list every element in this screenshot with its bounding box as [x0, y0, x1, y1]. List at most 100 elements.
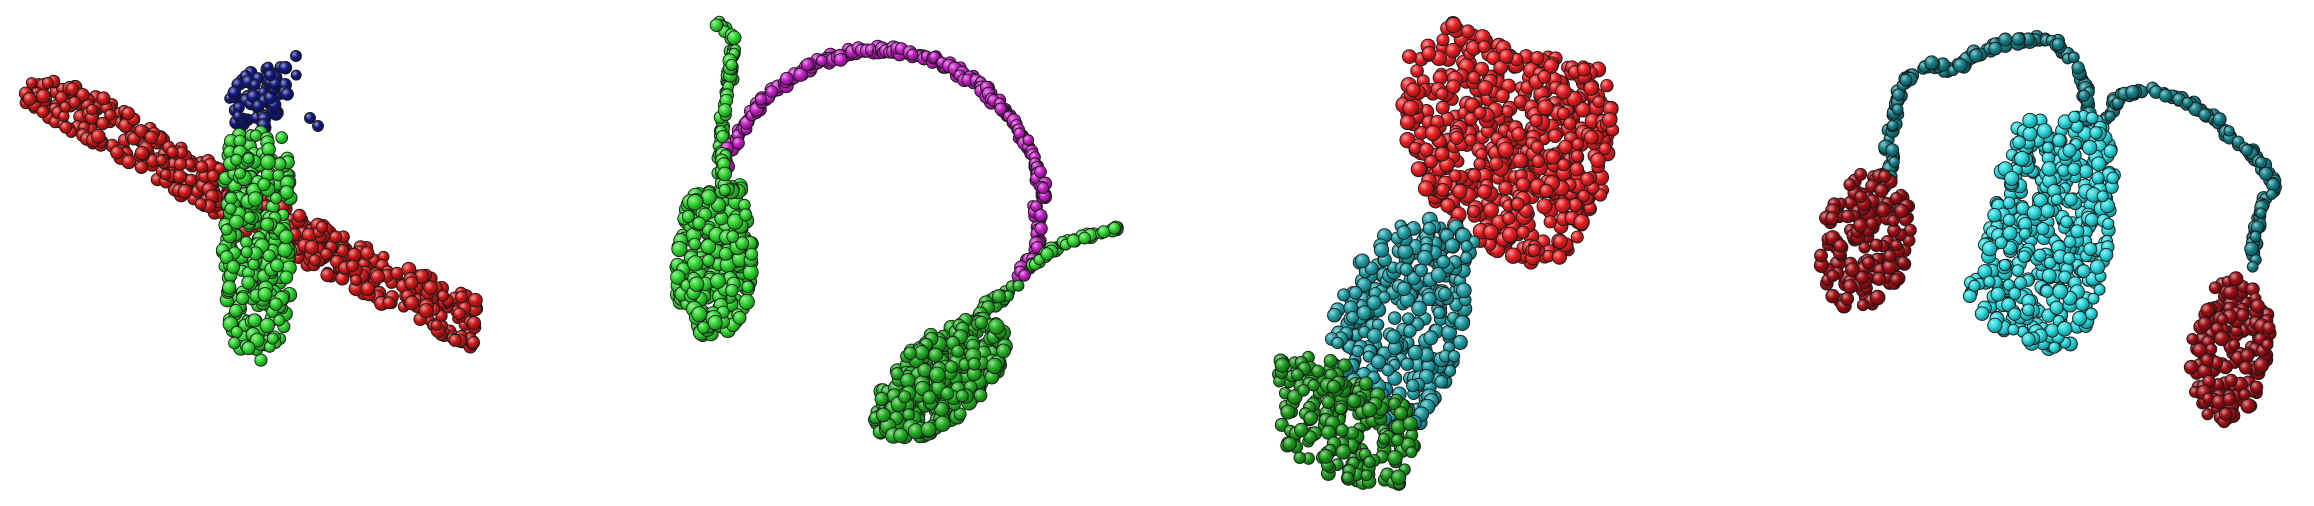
earpiece-point — [2240, 398, 2257, 414]
headband-point — [765, 85, 778, 99]
earpiece-point — [2186, 332, 2199, 346]
connector-point — [2103, 144, 2118, 159]
earcup-point — [710, 273, 726, 289]
body-point — [260, 217, 275, 232]
shade-point — [1473, 106, 1487, 120]
wing-point — [430, 319, 443, 331]
cord-point — [2255, 156, 2268, 169]
shade-point — [1557, 158, 1571, 172]
earpiece-point — [1890, 239, 1903, 252]
earpiece-point — [2200, 302, 2216, 318]
earpiece-point — [1854, 167, 1868, 181]
body-point — [273, 314, 286, 327]
earpiece-point — [1869, 289, 1886, 306]
base-point — [1361, 401, 1378, 418]
earcup-point — [681, 210, 695, 223]
body-point — [235, 291, 250, 306]
earpiece-point — [1845, 262, 1860, 277]
tube-point — [1366, 328, 1383, 344]
wing-point — [448, 333, 462, 347]
wing-point — [22, 91, 37, 107]
connector-point — [2060, 215, 2073, 229]
earpiece-point — [2222, 392, 2237, 406]
tail-point — [304, 112, 316, 124]
base-point — [1274, 357, 1290, 373]
shade-point — [1512, 152, 1529, 169]
tube-point — [1455, 282, 1472, 299]
shade-point — [1551, 249, 1567, 265]
earcup-point — [967, 357, 981, 371]
connector-point — [2075, 297, 2090, 312]
base-point — [1387, 450, 1403, 466]
wing-point — [320, 247, 333, 261]
earcup-point — [726, 230, 740, 243]
tube-point — [1387, 311, 1402, 325]
earpiece-point — [1865, 217, 1878, 230]
shade-point — [1563, 116, 1577, 131]
base-point — [1388, 397, 1401, 411]
body-point — [241, 275, 256, 290]
tail-point — [249, 79, 261, 91]
earpiece-point — [1894, 203, 1910, 219]
connector-point — [1983, 275, 1996, 288]
body-point — [228, 336, 241, 350]
earcup-point — [940, 386, 955, 401]
body-point — [229, 214, 244, 230]
earpiece-point — [2223, 284, 2239, 300]
wing-point — [35, 88, 51, 104]
wing-point — [159, 168, 172, 181]
connector-point — [2012, 135, 2026, 150]
earcup-point — [735, 236, 750, 251]
wing-point — [404, 295, 420, 311]
earpiece-point — [1869, 238, 1884, 252]
earcup-point — [745, 247, 759, 261]
tube-point — [1417, 249, 1433, 266]
connector-point — [2002, 196, 2016, 210]
cord-point — [2249, 230, 2262, 243]
connector-point — [2076, 264, 2091, 279]
body-point — [226, 260, 241, 274]
connector-point — [2041, 161, 2058, 177]
connector-point — [2002, 213, 2016, 227]
earpiece-point — [1840, 291, 1855, 306]
shade-point — [1529, 113, 1544, 128]
cord-point — [1108, 221, 1121, 235]
body-point — [257, 177, 271, 192]
shade-point — [1539, 183, 1554, 199]
shade-point — [1583, 129, 1599, 145]
tail-point — [280, 87, 294, 101]
tube-point — [1331, 336, 1344, 350]
wing-point — [452, 307, 466, 321]
connector-point — [2049, 300, 2064, 315]
connector-point — [2070, 224, 2085, 239]
tube-point — [1460, 251, 1473, 264]
cord-point — [726, 30, 742, 45]
body-point — [247, 258, 260, 271]
earpiece-point — [1878, 169, 1892, 183]
base-point — [1290, 368, 1304, 381]
shade-point — [1448, 169, 1462, 183]
wing-point — [155, 154, 168, 166]
tube-point — [1348, 285, 1363, 300]
connector-point — [2014, 150, 2030, 167]
earpiece-point — [1876, 203, 1891, 218]
connector-point — [2036, 222, 2050, 236]
tube-point — [1423, 330, 1439, 346]
wing-point — [177, 184, 193, 199]
body-point — [247, 313, 262, 328]
cord-point — [2071, 61, 2085, 75]
shade-point — [1513, 94, 1527, 109]
connector-point — [2007, 323, 2020, 336]
shade-point — [1498, 180, 1513, 196]
wing-point — [404, 276, 419, 291]
headband-point — [1037, 181, 1050, 195]
shade-point — [1531, 154, 1546, 169]
shade-point — [1545, 149, 1561, 165]
earcup-point — [929, 366, 946, 384]
connector-point — [2041, 268, 2057, 284]
tube-point — [1396, 225, 1412, 240]
wing-point — [58, 110, 70, 122]
headband-point — [731, 136, 745, 150]
shade-point — [1592, 95, 1605, 109]
tube-point — [1454, 315, 1470, 331]
